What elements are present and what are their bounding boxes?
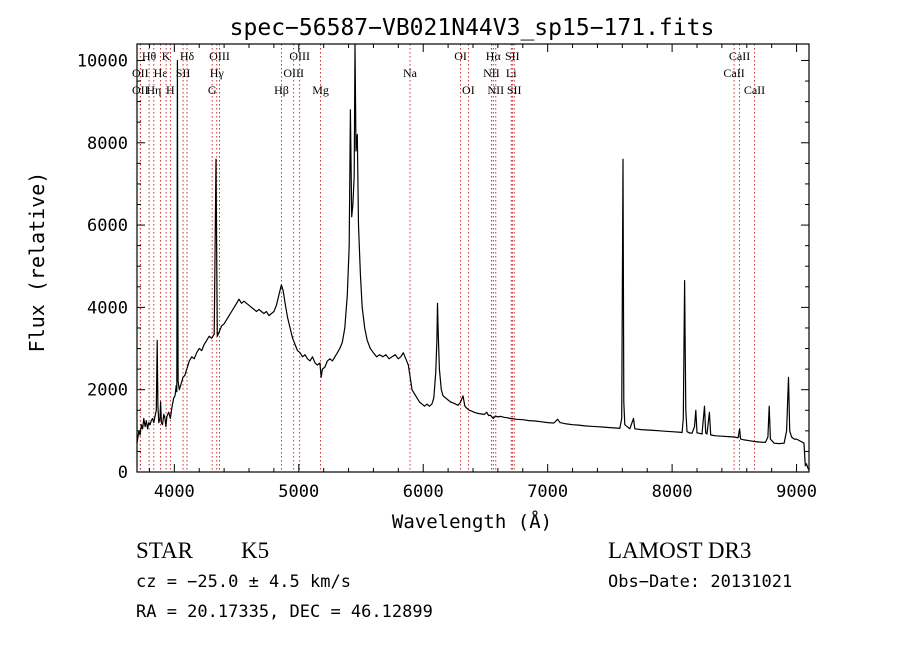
marker-label-7: SII [176, 66, 191, 80]
y-tick-label-8000: 8000 [87, 134, 128, 154]
redshift-text: cz = −25.0 ± 4.5 km/s [136, 572, 351, 592]
marker-label-23: SII [505, 49, 520, 63]
x-tick-label-5000: 5000 [278, 482, 319, 502]
marker-label-11: OIII [209, 49, 230, 63]
marker-label-20: Hα [486, 49, 502, 63]
marker-label-24: SII [507, 83, 522, 97]
object-class: STAR [136, 538, 193, 563]
marker-label-8: Hδ [180, 49, 195, 63]
marker-label-3: Hη [146, 83, 161, 97]
x-tick-label-4000: 4000 [154, 482, 195, 502]
plot-frame [136, 43, 810, 473]
marker-label-4: Hε [154, 66, 168, 80]
coordinates-text: RA = 20.17335, DEC = 46.12899 [136, 602, 433, 622]
y-tick-label-10000: 10000 [77, 51, 128, 71]
marker-label-21: NII [487, 83, 504, 97]
marker-label-12: Hβ [274, 83, 289, 97]
survey-name: LAMOST DR3 [608, 538, 752, 563]
marker-label-1: OII [132, 66, 149, 80]
x-tick-label-9000: 9000 [776, 482, 817, 502]
y-tick-label-4000: 4000 [87, 298, 128, 318]
spectral-line-labels: HθOIIOIIHηHεKHSIIHδGHγOIIIHβOIIIOIIIMgNa… [132, 49, 765, 97]
marker-label-22: Li [506, 66, 517, 80]
marker-label-9: G [208, 83, 217, 97]
marker-label-10: Hγ [210, 66, 225, 80]
x-tick-label-6000: 6000 [403, 482, 444, 502]
marker-label-26: CaII [729, 49, 750, 63]
observation-date: Obs−Date: 20131021 [608, 572, 793, 592]
axis-ticks: 4000 5000 6000 7000 8000 9000 0 2000 4000 6000 800… [77, 44, 817, 502]
object-subclass: K5 [241, 538, 270, 563]
marker-label-25: CaII [723, 66, 744, 80]
y-axis-label: Flux (relative) [25, 172, 49, 353]
marker-label-6: H [166, 83, 175, 97]
marker-label-2: OII [132, 83, 149, 97]
marker-label-0: Hθ [142, 49, 157, 63]
marker-label-16: Na [403, 66, 418, 80]
marker-label-17: OI [454, 49, 467, 63]
marker-label-27: CaII [744, 83, 765, 97]
y-tick-label-6000: 6000 [87, 216, 128, 236]
marker-label-13: OIII [283, 66, 304, 80]
marker-label-14: OIII [289, 49, 310, 63]
x-tick-label-8000: 8000 [652, 482, 693, 502]
marker-label-19: NII [483, 66, 500, 80]
spectral-line-markers [139, 44, 755, 472]
y-tick-label-0: 0 [118, 463, 128, 483]
marker-label-15: Mg [312, 83, 329, 97]
y-tick-label-2000: 2000 [87, 381, 128, 401]
chart-title: spec−56587−VB021N44V3_sp15−171.fits [230, 15, 715, 41]
marker-label-18: OI [462, 83, 475, 97]
x-axis-label: Wavelength (Å) [392, 510, 552, 533]
marker-label-5: K [162, 49, 171, 63]
flux-series-line [136, 43, 810, 471]
x-tick-label-7000: 7000 [527, 482, 568, 502]
